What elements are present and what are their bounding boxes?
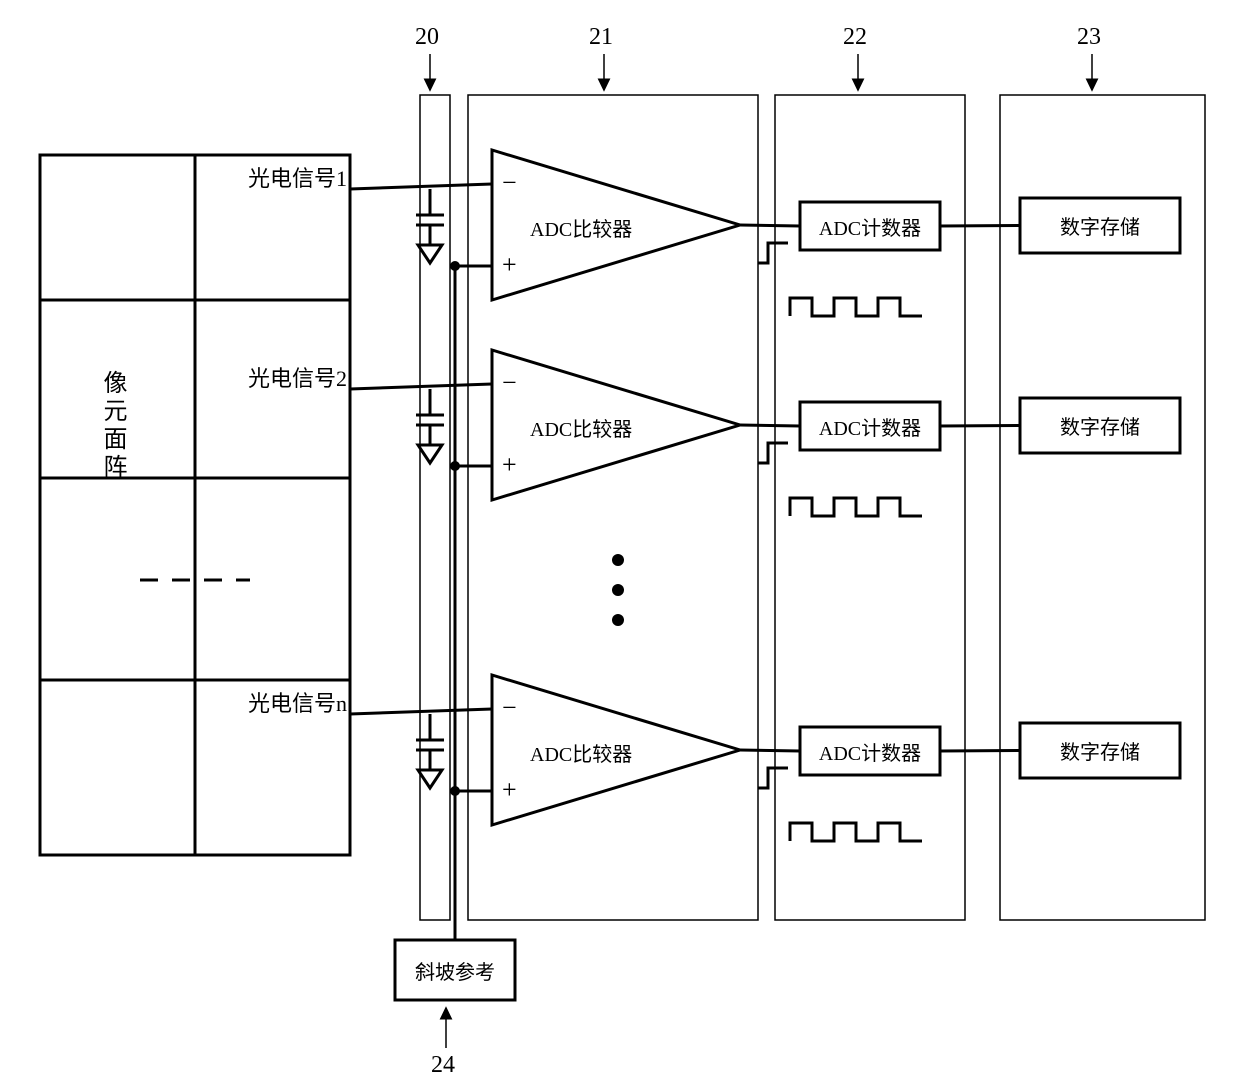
signal-label-2: 光电信号2	[248, 361, 347, 393]
digital-storage-label-1: 数字存储	[1020, 198, 1180, 253]
pixel-array-label: 像元面阵	[95, 370, 130, 482]
digital-storage-label-3: 数字存储	[1020, 723, 1180, 778]
ramp-reference-label: 斜坡参考	[395, 940, 515, 1000]
comparator-minus-2: −	[502, 368, 517, 398]
signal-label-3: 光电信号n	[248, 686, 347, 718]
column-number-22: 22	[843, 24, 867, 51]
comparator-plus-1: +	[502, 250, 517, 280]
adc-counter-label-2: ADC计数器	[800, 402, 940, 450]
comparator-label-2: ADC比较器	[530, 413, 632, 442]
column-number-24: 24	[431, 1052, 455, 1079]
column-number-23: 23	[1077, 24, 1101, 51]
digital-storage-label-2: 数字存储	[1020, 398, 1180, 453]
adc-counter-label-3: ADC计数器	[800, 727, 940, 775]
comparator-minus-1: −	[502, 168, 517, 198]
signal-label-1: 光电信号1	[248, 161, 347, 193]
comparator-plus-3: +	[502, 775, 517, 805]
comparator-minus-3: −	[502, 693, 517, 723]
comparator-plus-2: +	[502, 450, 517, 480]
adc-counter-label-1: ADC计数器	[800, 202, 940, 250]
column-number-21: 21	[589, 24, 613, 51]
comparator-label-3: ADC比较器	[530, 738, 632, 767]
comparator-label-1: ADC比较器	[530, 213, 632, 242]
column-number-20: 20	[415, 24, 439, 51]
